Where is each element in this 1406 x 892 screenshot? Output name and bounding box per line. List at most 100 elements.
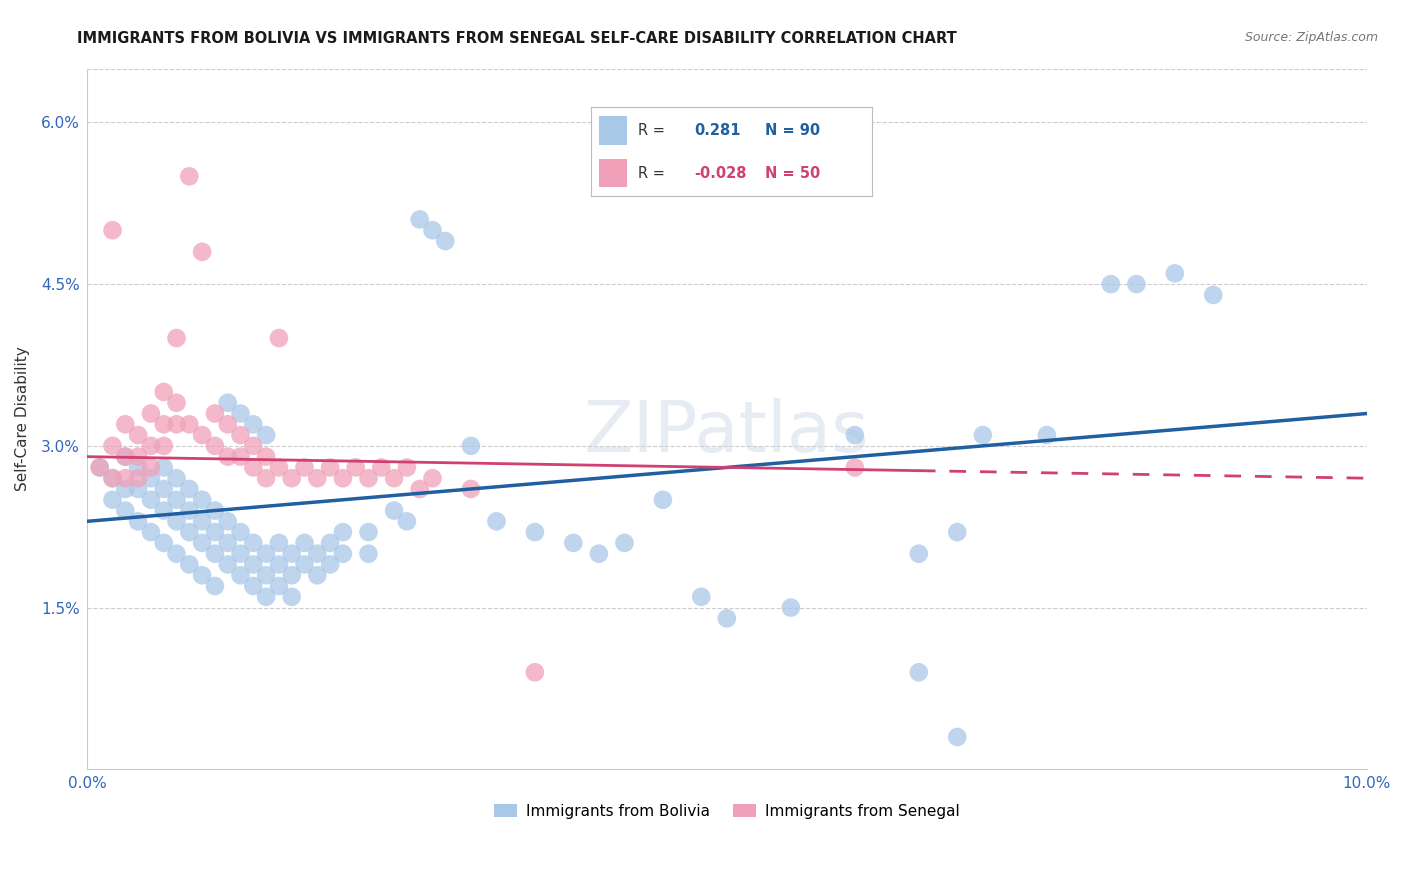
Text: R =: R = xyxy=(638,166,665,180)
Text: Source: ZipAtlas.com: Source: ZipAtlas.com xyxy=(1244,31,1378,45)
Point xyxy=(280,568,302,582)
Point xyxy=(242,579,264,593)
Point xyxy=(422,223,444,237)
Point xyxy=(422,471,444,485)
Point xyxy=(1125,277,1147,292)
Bar xyxy=(599,159,627,187)
Point xyxy=(139,492,162,507)
Point xyxy=(319,536,342,550)
Point xyxy=(1036,428,1059,442)
Point xyxy=(191,428,214,442)
Point xyxy=(242,417,264,432)
Point xyxy=(972,428,994,442)
Point xyxy=(139,439,162,453)
Point xyxy=(395,460,418,475)
Point xyxy=(166,471,188,485)
Point xyxy=(267,460,290,475)
Point xyxy=(280,590,302,604)
Point xyxy=(409,212,432,227)
Point xyxy=(294,536,316,550)
Point xyxy=(114,482,136,496)
Point xyxy=(280,547,302,561)
Point xyxy=(127,428,149,442)
Point xyxy=(191,492,214,507)
Point xyxy=(229,547,252,561)
Point xyxy=(114,450,136,464)
Point xyxy=(779,600,801,615)
Point xyxy=(229,428,252,442)
Point xyxy=(217,558,239,572)
Point xyxy=(267,331,290,345)
Point xyxy=(460,439,482,453)
Point xyxy=(101,223,124,237)
Point xyxy=(217,417,239,432)
Point xyxy=(229,450,252,464)
Point xyxy=(217,536,239,550)
Point xyxy=(114,417,136,432)
Bar xyxy=(599,116,627,145)
Point xyxy=(152,384,174,399)
Point xyxy=(179,525,201,540)
Point xyxy=(1099,277,1122,292)
Point xyxy=(1202,288,1225,302)
Point xyxy=(127,482,149,496)
Point xyxy=(191,514,214,528)
Point xyxy=(332,547,354,561)
Point xyxy=(101,439,124,453)
Point xyxy=(434,234,457,248)
Point xyxy=(254,450,277,464)
Point xyxy=(242,558,264,572)
Point xyxy=(179,558,201,572)
Point xyxy=(152,482,174,496)
Point xyxy=(152,417,174,432)
Point xyxy=(217,396,239,410)
Point xyxy=(254,590,277,604)
Point xyxy=(139,471,162,485)
Point xyxy=(179,417,201,432)
Point xyxy=(690,590,713,604)
Point xyxy=(152,460,174,475)
Point xyxy=(267,579,290,593)
Point xyxy=(114,471,136,485)
Point xyxy=(307,568,329,582)
Point xyxy=(307,547,329,561)
Point xyxy=(562,536,585,550)
Point xyxy=(139,525,162,540)
Point xyxy=(166,514,188,528)
Point xyxy=(267,558,290,572)
Point xyxy=(254,428,277,442)
Point xyxy=(382,471,405,485)
Text: N = 50: N = 50 xyxy=(765,166,820,180)
Text: ZIPatlas: ZIPatlas xyxy=(583,399,870,467)
Text: IMMIGRANTS FROM BOLIVIA VS IMMIGRANTS FROM SENEGAL SELF-CARE DISABILITY CORRELAT: IMMIGRANTS FROM BOLIVIA VS IMMIGRANTS FR… xyxy=(77,31,957,46)
Point xyxy=(395,514,418,528)
Point xyxy=(280,471,302,485)
Point xyxy=(485,514,508,528)
Point xyxy=(357,471,380,485)
Point xyxy=(319,558,342,572)
Point xyxy=(242,536,264,550)
Point xyxy=(946,730,969,744)
Point xyxy=(191,536,214,550)
Point xyxy=(613,536,636,550)
Point xyxy=(166,547,188,561)
Point xyxy=(179,503,201,517)
Text: R =: R = xyxy=(638,123,665,137)
Point xyxy=(191,568,214,582)
Point xyxy=(139,460,162,475)
Point xyxy=(844,428,866,442)
Point xyxy=(114,503,136,517)
Point xyxy=(204,547,226,561)
Point xyxy=(382,503,405,517)
Point xyxy=(370,460,392,475)
Point xyxy=(267,536,290,550)
Point xyxy=(127,471,149,485)
Point xyxy=(307,471,329,485)
Point xyxy=(204,439,226,453)
Point xyxy=(357,525,380,540)
Y-axis label: Self-Care Disability: Self-Care Disability xyxy=(15,346,30,491)
Point xyxy=(332,471,354,485)
Point xyxy=(294,460,316,475)
Point xyxy=(217,514,239,528)
Point xyxy=(254,568,277,582)
